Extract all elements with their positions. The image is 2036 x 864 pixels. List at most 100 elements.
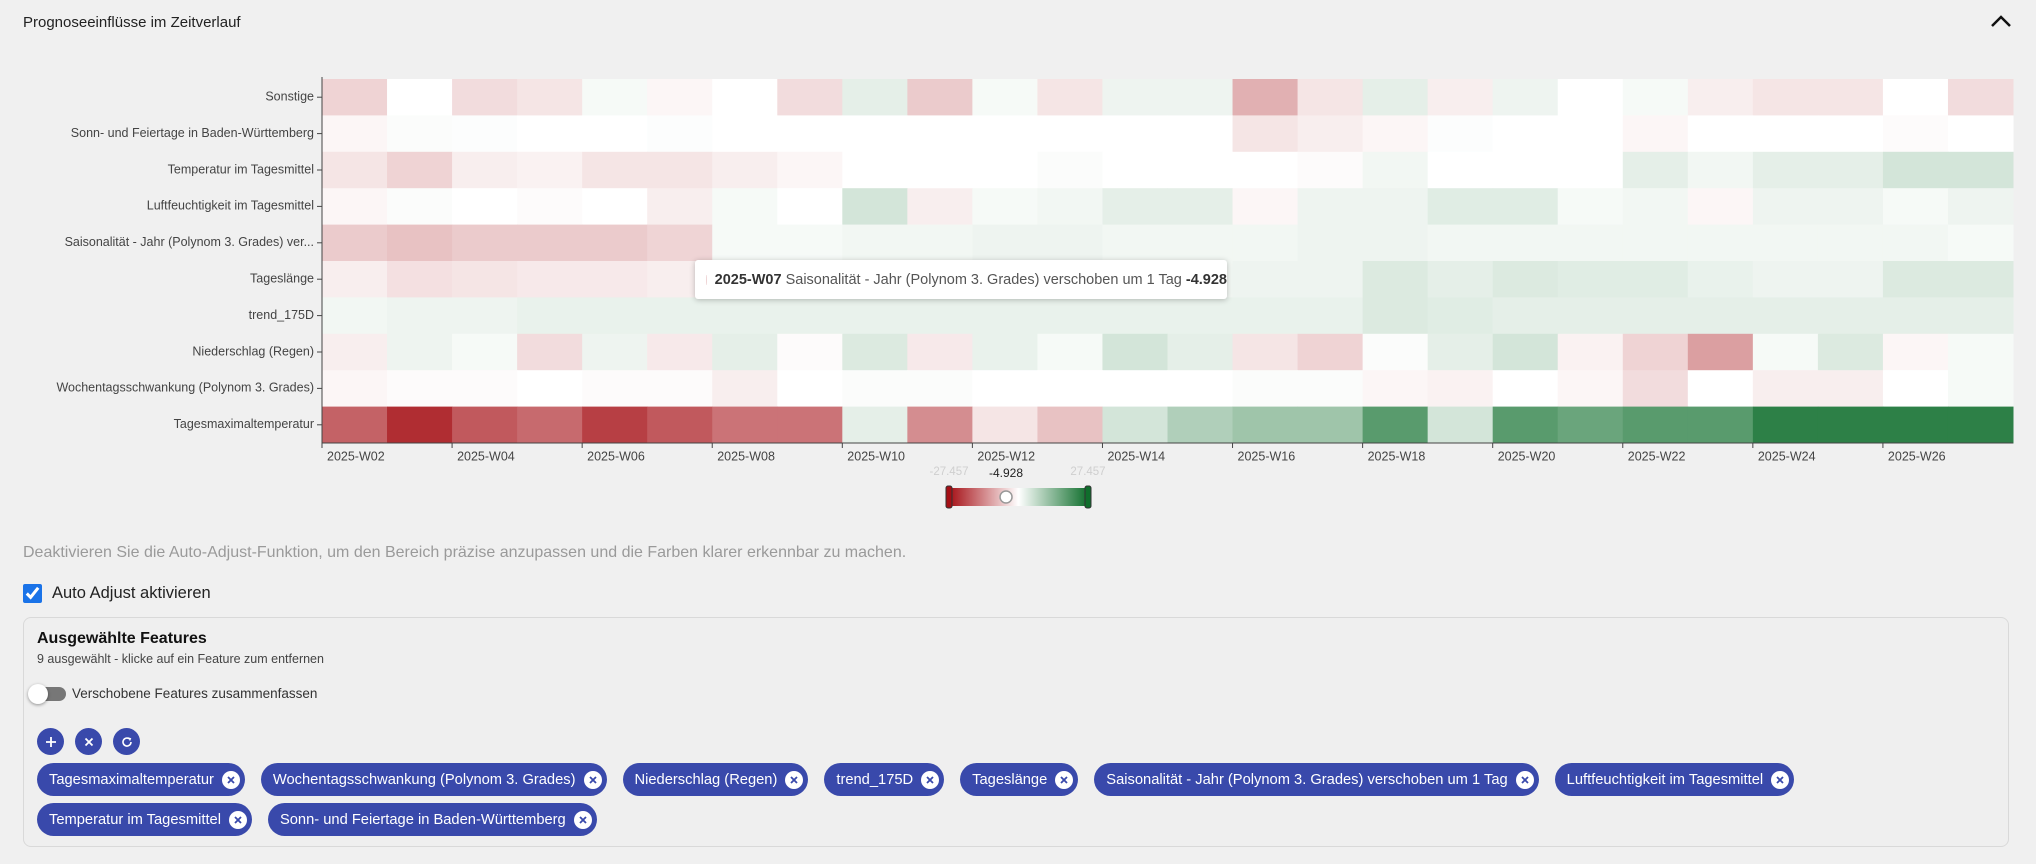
heatmap-cell [1492, 333, 1559, 371]
chip-remove-icon[interactable] [221, 770, 240, 789]
heatmap-cell [1297, 261, 1364, 298]
hint-text: Deaktivieren Sie die Auto-Adjust-Funktio… [23, 544, 907, 561]
heatmap-cell [1232, 224, 1299, 262]
heatmap-cell [1882, 224, 1949, 262]
x-tick-label: 2025-W14 [1107, 449, 1165, 463]
heatmap-cell [1882, 188, 1949, 226]
toggle-row: Verschobene Features zusammenfassen [28, 683, 317, 704]
heatmap-cell [1687, 406, 1754, 444]
y-tick-label: Sonn- und Feiertage in Baden-Württemberg [71, 126, 314, 140]
tooltip-value: -4.928 [1185, 271, 1227, 288]
chip-remove-icon[interactable] [1055, 770, 1074, 789]
heatmap-cell [1167, 297, 1234, 335]
heatmap-cell [517, 261, 583, 298]
feature-chip[interactable]: Luftfeuchtigkeit im Tagesmittel [1554, 763, 1795, 796]
heatmap-cell [1817, 79, 1884, 116]
x-tick-label: 2025-W18 [1368, 449, 1426, 463]
heatmap-cell [647, 333, 713, 371]
y-tick-label: trend_175D [249, 308, 314, 322]
collapse-icon[interactable] [1991, 15, 2011, 27]
chip-remove-icon[interactable] [921, 770, 940, 789]
chip-remove-icon[interactable] [1771, 770, 1790, 789]
heatmap-cell [1882, 79, 1949, 116]
clear-button[interactable] [75, 728, 102, 755]
feature-chip[interactable]: trend_175D [824, 763, 945, 796]
heatmap-cell [712, 188, 778, 226]
heatmap-cell [842, 188, 908, 226]
chip-remove-icon[interactable] [573, 810, 592, 829]
heatmap-cell [1037, 188, 1103, 226]
panel-subtitle: 9 ausgewählt - klicke auf ein Feature zu… [37, 652, 324, 666]
heatmap-cell [387, 297, 453, 335]
heatmap-cell [1492, 188, 1559, 226]
heatmap-cell [517, 370, 583, 408]
heatmap-cell [1102, 224, 1168, 262]
heatmap-cell [907, 188, 973, 226]
feature-chip[interactable]: Wochentagsschwankung (Polynom 3. Grades) [260, 763, 607, 796]
heatmap-cell [1362, 261, 1429, 298]
heatmap-cell [1947, 333, 2014, 371]
feature-chip-label: Wochentagsschwankung (Polynom 3. Grades) [272, 771, 576, 788]
heatmap-cell [777, 297, 843, 335]
heatmap-cell [1297, 297, 1364, 335]
auto-adjust-checkbox[interactable] [23, 584, 42, 603]
heatmap-cell [1817, 370, 1884, 408]
heatmap-cell [1622, 151, 1689, 189]
chip-remove-icon[interactable] [785, 770, 804, 789]
heatmap-cell [907, 333, 973, 371]
heatmap-cell [1687, 261, 1754, 298]
heatmap-cell [1232, 297, 1299, 335]
chip-remove-icon[interactable] [228, 810, 247, 829]
feature-chip[interactable]: Niederschlag (Regen) [622, 763, 809, 796]
heatmap-cell [842, 370, 908, 408]
heatmap-cell [1102, 297, 1168, 335]
x-icon [84, 737, 93, 746]
heatmap-cell [582, 151, 648, 189]
heatmap-cell [712, 333, 778, 371]
chart-title: Prognoseeinflüsse im Zeitverlauf [23, 14, 241, 31]
reset-button[interactable] [113, 728, 140, 755]
heatmap-cell [1687, 333, 1754, 371]
heatmap-cell [322, 333, 388, 371]
feature-chip[interactable]: Sonn- und Feiertage in Baden-Württemberg [267, 803, 597, 836]
y-tick-label: Saisonalität - Jahr (Polynom 3. Grades) … [65, 235, 314, 249]
heatmap-cell [452, 406, 518, 444]
heatmap-cell [777, 115, 843, 153]
heatmap-cell [452, 370, 518, 408]
toggle-switch[interactable] [28, 683, 66, 704]
heatmap-cell [712, 79, 778, 116]
heatmap-cell [1427, 224, 1494, 262]
heatmap-cell [1492, 151, 1559, 189]
heatmap-cell [842, 333, 908, 371]
heatmap-cell [1622, 261, 1689, 298]
heatmap-cell [1557, 79, 1624, 116]
heatmap-cell [322, 297, 388, 335]
heatmap-cell [1037, 370, 1103, 408]
heatmap-cell [1167, 370, 1234, 408]
heatmap-cell [1102, 406, 1168, 444]
panel-title: Ausgewählte Features [37, 630, 207, 647]
tooltip-name: Saisonalität - Jahr (Polynom 3. Grades) … [785, 271, 1182, 288]
heatmap-cell [1557, 224, 1624, 262]
chip-remove-icon[interactable] [583, 770, 602, 789]
feature-chip[interactable]: Temperatur im Tagesmittel [37, 803, 252, 836]
chip-remove-icon[interactable] [1515, 770, 1534, 789]
heatmap-cell [1947, 261, 2014, 298]
heatmap-cell [517, 151, 583, 189]
heatmap-cell [647, 370, 713, 408]
heatmap-cell [1947, 79, 2014, 116]
add-button[interactable] [37, 728, 64, 755]
heatmap-cell [1297, 406, 1364, 444]
feature-chip[interactable]: Tageslänge [960, 763, 1079, 796]
heatmap-cell [1167, 406, 1234, 444]
heatmap-cell [1817, 261, 1884, 298]
heatmap-cell [1557, 370, 1624, 408]
feature-chip[interactable]: Tagesmaximaltemperatur [37, 763, 245, 796]
heatmap-cell [1362, 333, 1429, 371]
heatmap-cell [1622, 79, 1689, 116]
feature-chip[interactable]: Saisonalität - Jahr (Polynom 3. Grades) … [1094, 763, 1539, 796]
heatmap-cell [907, 115, 973, 153]
heatmap-cell [1167, 333, 1234, 371]
x-icon [1776, 775, 1784, 784]
heatmap-cell [322, 224, 388, 262]
